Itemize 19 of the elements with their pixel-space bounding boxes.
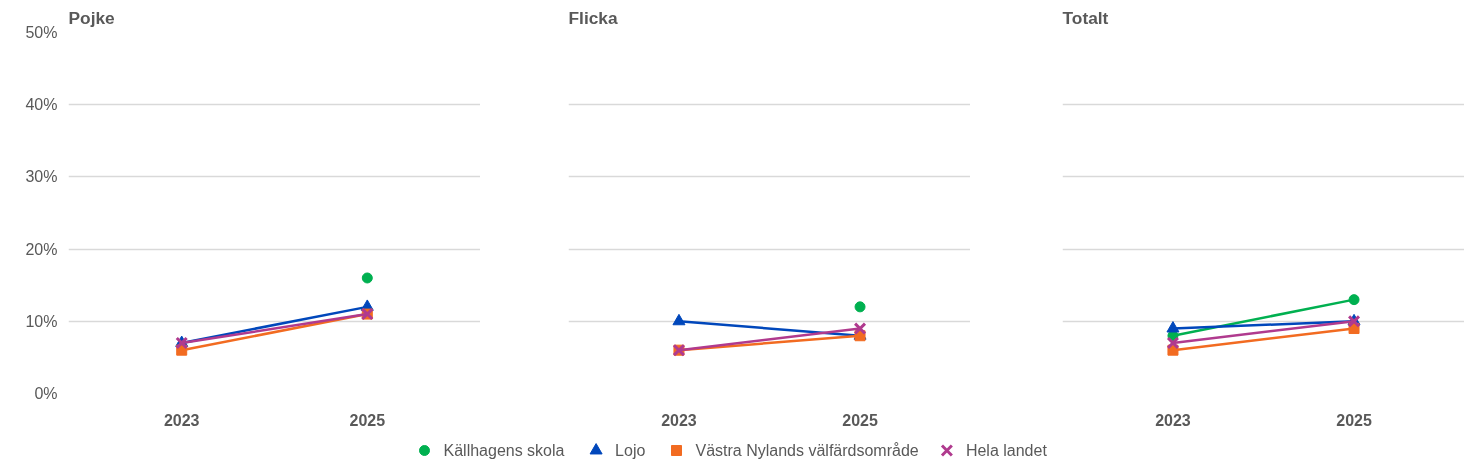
x-tick-label: 2023 <box>661 411 697 429</box>
y-tick-label: 0% <box>34 385 58 402</box>
x-tick-label: 2025 <box>349 411 386 429</box>
x-tick-label: 2023 <box>1155 411 1191 429</box>
x-tick-label: 2025 <box>1336 411 1372 429</box>
chart-title: Totalt <box>1062 7 1109 28</box>
y-tick-label: 20% <box>25 240 58 258</box>
y-tick-label: 50% <box>25 24 58 41</box>
legend-label: Västra Nylands välfärdsområde <box>695 442 919 459</box>
y-tick-label: 10% <box>25 312 58 330</box>
legend-label: Lojo <box>615 442 646 459</box>
y-tick-label: 40% <box>25 96 58 114</box>
y-tick-label: 30% <box>25 168 58 186</box>
chart-title: Pojke <box>68 7 116 28</box>
x-tick-label: 2025 <box>842 411 878 429</box>
legend-label: Hela landet <box>965 442 1048 459</box>
x-tick-label: 2023 <box>163 411 200 429</box>
legend-label: Källhagens skola <box>443 442 565 459</box>
chart-title: Flicka <box>568 7 618 28</box>
